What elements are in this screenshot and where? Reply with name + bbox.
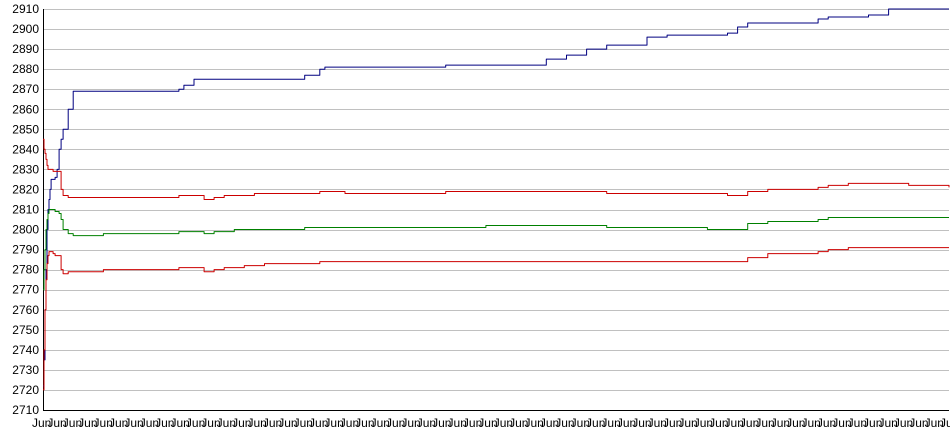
x-tick-label: Jun (555, 416, 574, 430)
x-tick-label: Jun (309, 416, 328, 430)
x-tick-label: Jun (201, 416, 220, 430)
x-tick-label: Jun (755, 416, 774, 430)
x-tick-label: Jun (648, 416, 667, 430)
series-layer (43, 8, 950, 391)
x-tick-label: Jun (786, 416, 805, 430)
x-tick-label: Jun (817, 416, 836, 430)
x-tick-label: Jun (524, 416, 543, 430)
y-tick-label: 2900 (12, 22, 39, 36)
x-tick-label: Jun (432, 416, 451, 430)
y-tick-label: 2820 (12, 182, 39, 196)
x-tick-label: Jun (448, 416, 467, 430)
x-tick-label: Jun (909, 416, 928, 430)
x-tick-label: Jun (171, 416, 190, 430)
x-tick-label: Jun (663, 416, 682, 430)
series-line-3 (43, 209, 949, 291)
x-tick-label: Jun (586, 416, 605, 430)
x-tick-label: Jun (155, 416, 174, 430)
y-tick-label: 2720 (12, 383, 39, 397)
y-tick-label: 2910 (12, 2, 39, 16)
x-tick-label: Jun (401, 416, 420, 430)
x-tick-label: Jun (894, 416, 913, 430)
x-tick-label: Jun (263, 416, 282, 430)
y-tick-label: 2890 (12, 42, 39, 56)
y-tick-label: 2730 (12, 363, 39, 377)
x-tick-label: Jun (47, 416, 66, 430)
y-tick-label: 2810 (12, 203, 39, 217)
y-tick-label: 2760 (12, 303, 39, 317)
x-tick-label: Jun (771, 416, 790, 430)
x-tick-label: Jun (232, 416, 251, 430)
y-tick-label: 2740 (12, 343, 39, 357)
y-tick-label: 2770 (12, 283, 39, 297)
series-line-4 (43, 247, 949, 391)
x-tick-label: Jun (694, 416, 713, 430)
y-tick-label: 2830 (12, 162, 39, 176)
x-tick-label: Jun (94, 416, 113, 430)
x-tick-label: Jun (140, 416, 159, 430)
x-tick-label: Jun (32, 416, 51, 430)
grid-layer (43, 9, 949, 411)
x-tick-labels: JunJunJunJunJunJunJunJunJunJunJunJunJunJ… (32, 416, 950, 430)
y-tick-label: 2750 (12, 323, 39, 337)
x-tick-label: Jun (740, 416, 759, 430)
x-tick-label: Jun (863, 416, 882, 430)
y-tick-label: 2800 (12, 223, 39, 237)
x-tick-label: Jun (678, 416, 697, 430)
x-tick-label: Jun (294, 416, 313, 430)
x-tick-label: Jun (709, 416, 728, 430)
y-tick-label: 2860 (12, 102, 39, 116)
axis-layer (43, 9, 949, 411)
x-tick-label: Jun (124, 416, 143, 430)
y-tick-label: 2780 (12, 263, 39, 277)
x-tick-label: Jun (509, 416, 528, 430)
x-tick-label: Jun (324, 416, 343, 430)
x-tick-label: Jun (355, 416, 374, 430)
x-tick-label: Jun (417, 416, 436, 430)
y-tick-label: 2880 (12, 62, 39, 76)
x-tick-label: Jun (632, 416, 651, 430)
y-tick-label: 2790 (12, 243, 39, 257)
x-tick-label: Jun (540, 416, 559, 430)
x-tick-label: Jun (848, 416, 867, 430)
x-tick-label: Jun (801, 416, 820, 430)
x-tick-label: Jun (725, 416, 744, 430)
x-tick-label: Jun (371, 416, 390, 430)
x-tick-label: Jun (617, 416, 636, 430)
x-tick-label: Jun (78, 416, 97, 430)
y-tick-labels: 2710 2720 2730 2740 2750 2760 2770 2780 2790 2800… (12, 2, 39, 417)
x-tick-label: Jun (63, 416, 82, 430)
series-line-2 (43, 138, 950, 200)
x-tick-label: Jun (832, 416, 851, 430)
x-tick-label: Jun (925, 416, 944, 430)
x-tick-label: Jun (278, 416, 297, 430)
x-tick-label: Jun (878, 416, 897, 430)
series-line-1 (43, 8, 949, 387)
x-tick-label: Jun (478, 416, 497, 430)
y-tick-label: 2850 (12, 122, 39, 136)
x-tick-label: Jun (494, 416, 513, 430)
x-tick-label: Jun (601, 416, 620, 430)
y-tick-label: 2710 (12, 403, 39, 417)
x-tick-label: Jun (247, 416, 266, 430)
x-tick-label: Jun (940, 416, 950, 430)
x-tick-label: Jun (340, 416, 359, 430)
x-tick-label: Jun (186, 416, 205, 430)
x-tick-label: Jun (217, 416, 236, 430)
x-tick-label: Jun (386, 416, 405, 430)
x-tick-label: Jun (571, 416, 590, 430)
y-tick-label: 2840 (12, 142, 39, 156)
y-tick-label: 2870 (12, 82, 39, 96)
x-tick-label: Jun (109, 416, 128, 430)
x-tick-label: Jun (463, 416, 482, 430)
